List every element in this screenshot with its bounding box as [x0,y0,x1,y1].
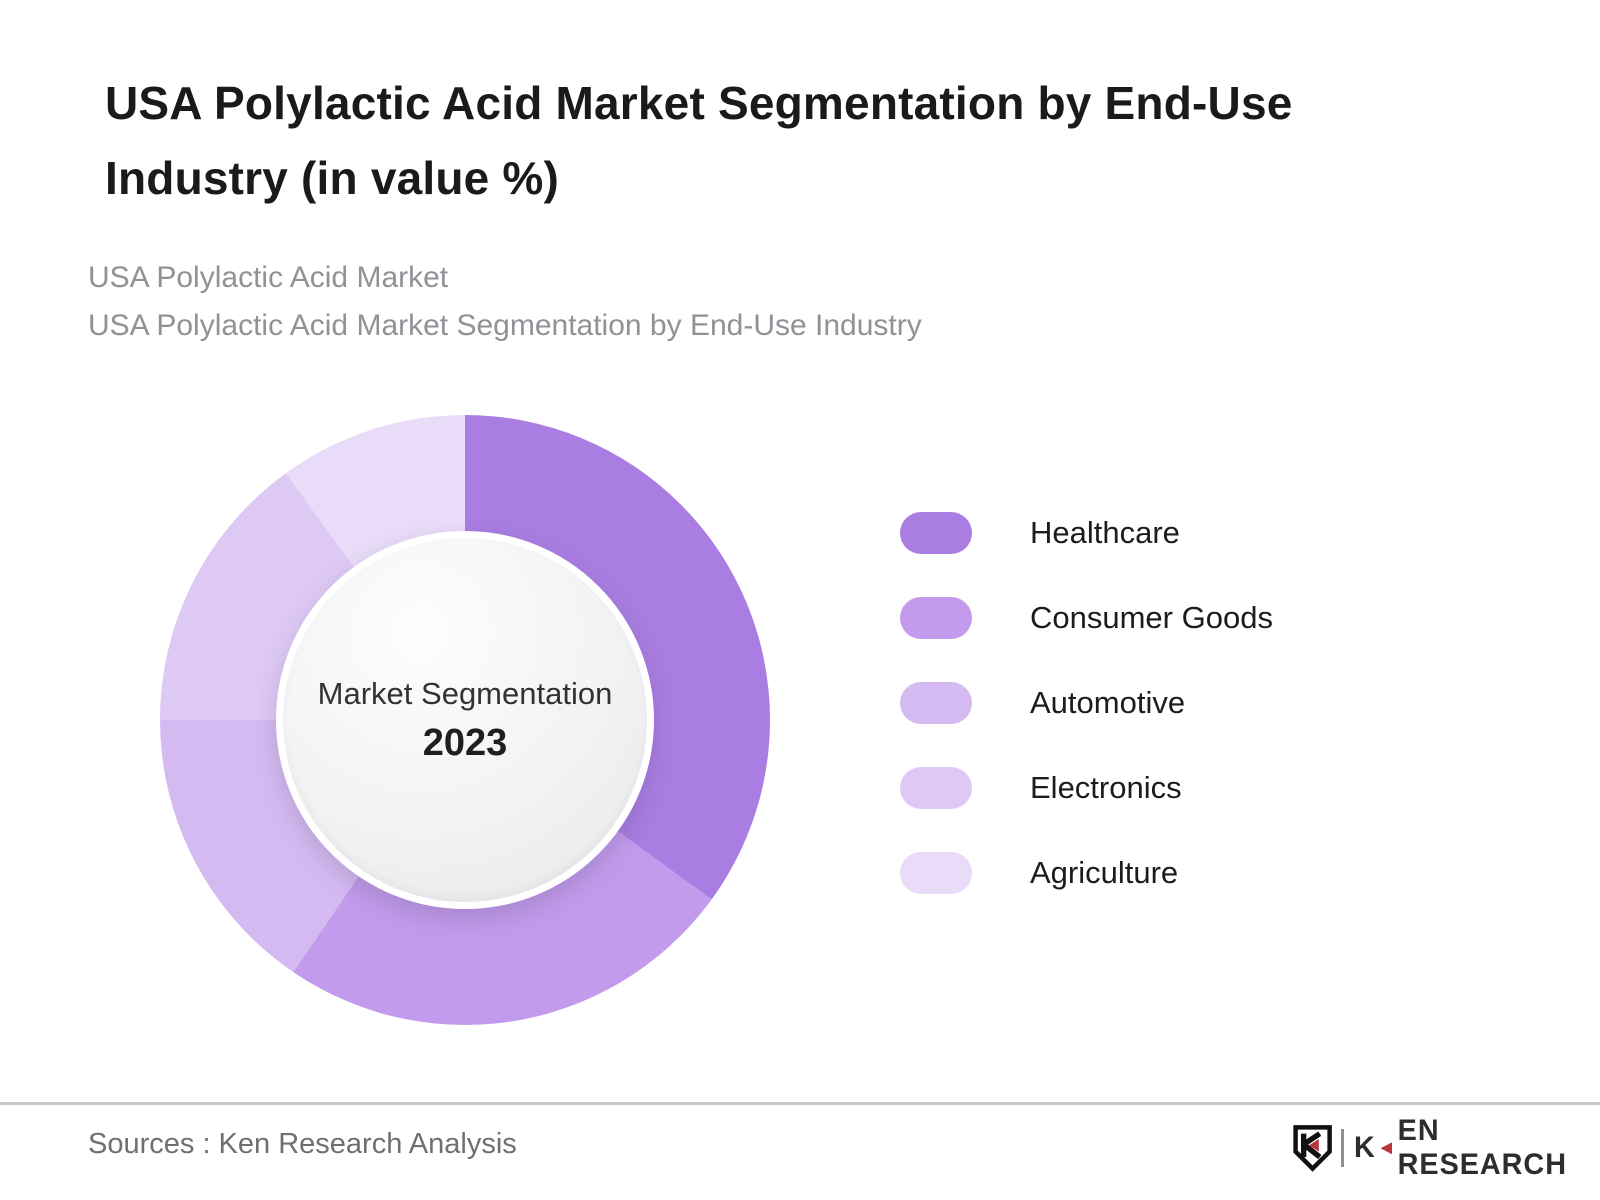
legend-swatch [900,852,972,894]
legend-swatch [900,597,972,639]
chart-legend: Healthcare Consumer Goods Automotive Ele… [900,512,1273,937]
donut-chart: Market Segmentation 2023 [160,415,770,1025]
logo-divider [1341,1129,1344,1167]
red-arrow-icon: ◄ [1376,1137,1397,1159]
legend-swatch [900,512,972,554]
ken-research-shield-icon [1293,1125,1332,1172]
legend-item: Consumer Goods [900,597,1273,639]
subtitle-line-2: USA Polylactic Acid Market Segmentation … [88,309,922,342]
legend-label: Agriculture [1030,855,1179,890]
page-title-line-2: Industry (in value %) [105,152,560,204]
donut-center: Market Segmentation 2023 [276,531,654,909]
legend-item: Electronics [900,767,1273,809]
sources-text: Sources : Ken Research Analysis [88,1128,517,1160]
donut-center-year: 2023 [422,721,508,764]
footer-divider [0,1102,1600,1105]
page-title: USA Polylactic Acid Market Segmentation … [105,66,1445,216]
logo-text-k: K [1353,1131,1376,1164]
legend-label: Consumer Goods [1030,600,1273,635]
legend-item: Agriculture [900,852,1273,894]
legend-swatch [900,682,972,724]
logo-text-rest: EN RESEARCH [1397,1114,1567,1181]
logo-text: K ◄ EN RESEARCH [1354,1114,1590,1182]
legend-item: Automotive [900,682,1273,724]
legend-label: Electronics [1030,770,1182,805]
page-title-line-1: USA Polylactic Acid Market Segmentation … [105,77,1293,129]
legend-label: Automotive [1030,685,1186,720]
ken-research-logo: K ◄ EN RESEARCH [1292,1114,1600,1182]
legend-swatch [900,767,972,809]
chart-subtitle: USA Polylactic Acid Market USA Polylacti… [88,254,1388,350]
subtitle-line-1: USA Polylactic Acid Market [88,261,449,294]
legend-label: Healthcare [1030,515,1180,550]
donut-center-label: Market Segmentation [317,675,613,711]
legend-item: Healthcare [900,512,1273,554]
